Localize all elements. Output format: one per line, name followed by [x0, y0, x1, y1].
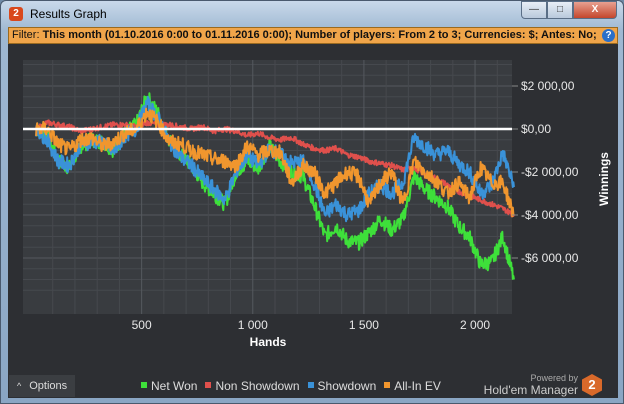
chevron-up-icon: ^	[17, 381, 22, 391]
x-tick-label: 500	[132, 318, 152, 332]
legend-item[interactable]: Non Showdown	[205, 379, 300, 393]
powered-by: Powered by Hold'em Manager	[484, 373, 578, 397]
options-label: Options	[29, 380, 68, 392]
results-chart: $2 000,00 $0,00 -$2 000,00 -$4 000,00 -$6 00…	[23, 60, 611, 349]
legend-label: Net Won	[151, 379, 198, 393]
x-tick-label: 1 500	[349, 318, 379, 332]
title-bar[interactable]: 2 Results Graph — □ X	[1, 1, 623, 26]
x-tick-label: 1 000	[238, 318, 268, 332]
legend-item[interactable]: All-In EV	[384, 379, 441, 393]
filter-text: This month (01.10.2016 0:00 to 01.11.201…	[42, 29, 598, 41]
maximize-button[interactable]: □	[547, 1, 573, 19]
chart-panel: $2 000,00 $0,00 -$2 000,00 -$4 000,00 -$6 00…	[8, 44, 618, 398]
y-tick-label: -$4 000,00	[521, 208, 579, 222]
legend-label: Non Showdown	[215, 379, 300, 393]
filter-bar: Filter: This month (01.10.2016 0:00 to 0…	[8, 27, 618, 44]
window-title: Results Graph	[30, 7, 107, 21]
powered-by-label: Powered by	[530, 373, 578, 383]
options-button[interactable]: ^ Options	[9, 375, 75, 397]
y-tick-label: -$6 000,00	[521, 251, 579, 265]
bottom-bar: ^ Options Net Won Non Showdown Showdown All-…	[8, 373, 618, 398]
legend-swatch-icon	[205, 382, 212, 388]
legend-label: All-In EV	[394, 379, 441, 393]
y-axis-label: Winnings	[597, 152, 611, 206]
hm-logo-icon: 2	[582, 374, 602, 396]
help-icon[interactable]: ?	[602, 29, 615, 42]
series-line-all-in-ev	[35, 107, 515, 218]
legend-swatch-icon	[307, 382, 314, 388]
app-logo-icon: 2	[9, 7, 23, 21]
legend-swatch-icon	[384, 382, 391, 388]
y-tick-label: $0,00	[521, 122, 551, 136]
x-tick-label: 2 000	[460, 318, 490, 332]
legend-item[interactable]: Net Won	[141, 379, 197, 393]
filter-label: Filter:	[12, 29, 40, 41]
minimize-button[interactable]: —	[521, 1, 547, 19]
y-tick-label: $2 000,00	[521, 79, 575, 93]
filter-text-container: Filter: This month (01.10.2016 0:00 to 0…	[12, 28, 598, 43]
x-axis-label: Hands	[250, 335, 287, 349]
close-button[interactable]: X	[573, 1, 617, 19]
legend-swatch-icon	[141, 382, 147, 388]
y-tick-label: -$2 000,00	[521, 165, 579, 179]
series-line-showdown	[35, 95, 515, 223]
legend-label: Showdown	[317, 379, 377, 393]
series-line-non-showdown	[35, 119, 515, 218]
legend-item[interactable]: Showdown	[307, 379, 377, 393]
brand-name: Hold'em Manager	[483, 383, 578, 397]
chart-legend: Net Won Non Showdown Showdown All-In EV	[141, 379, 441, 393]
